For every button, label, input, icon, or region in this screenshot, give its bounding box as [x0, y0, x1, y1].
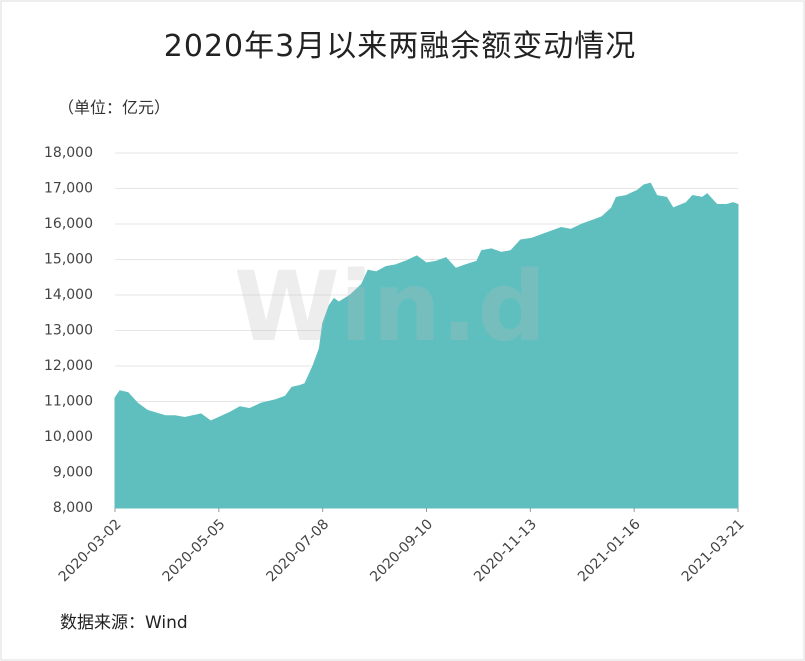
chart-title: 2020年3月以来两融余额变动情况 — [164, 29, 636, 64]
y-tick-label: 13,000 — [44, 323, 93, 339]
unit-label: （单位：亿元） — [58, 98, 170, 117]
watermark: Win.d — [234, 251, 546, 363]
y-tick-label: 9,000 — [53, 465, 93, 481]
y-tick-label: 12,000 — [44, 358, 93, 374]
y-tick-label: 15,000 — [44, 252, 93, 268]
y-tick-label: 16,000 — [44, 216, 93, 232]
y-tick-label: 17,000 — [44, 181, 93, 197]
y-tick-label: 14,000 — [44, 287, 93, 303]
y-tick-label: 10,000 — [44, 429, 93, 445]
source-note: 数据来源：Wind — [60, 613, 188, 633]
y-tick-label: 8,000 — [53, 500, 93, 516]
area — [114, 182, 739, 509]
y-tick-label: 11,000 — [44, 394, 93, 410]
y-tick-label: 18,000 — [44, 145, 93, 161]
